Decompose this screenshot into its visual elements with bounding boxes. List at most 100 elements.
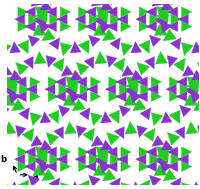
Polygon shape (125, 122, 137, 134)
Polygon shape (181, 183, 193, 189)
Polygon shape (42, 169, 55, 181)
Polygon shape (178, 154, 188, 164)
Polygon shape (126, 77, 140, 88)
Polygon shape (89, 175, 100, 187)
Polygon shape (28, 175, 40, 187)
Polygon shape (136, 14, 146, 24)
Polygon shape (121, 183, 133, 189)
Polygon shape (146, 7, 157, 17)
Polygon shape (131, 70, 143, 80)
Polygon shape (16, 77, 26, 87)
Polygon shape (84, 57, 94, 69)
Polygon shape (95, 157, 107, 168)
Polygon shape (109, 91, 119, 102)
Polygon shape (16, 125, 26, 138)
Polygon shape (72, 99, 85, 111)
Polygon shape (170, 178, 181, 189)
Polygon shape (160, 161, 171, 172)
Polygon shape (18, 180, 29, 189)
Polygon shape (91, 0, 103, 6)
Polygon shape (187, 84, 197, 94)
Polygon shape (63, 95, 77, 106)
Polygon shape (49, 178, 60, 189)
Polygon shape (78, 180, 89, 189)
Polygon shape (152, 136, 164, 146)
Polygon shape (0, 43, 11, 56)
Polygon shape (106, 55, 117, 67)
Polygon shape (139, 21, 149, 32)
Polygon shape (100, 163, 112, 173)
Polygon shape (95, 51, 107, 64)
Polygon shape (65, 81, 78, 93)
Polygon shape (163, 169, 176, 181)
Polygon shape (199, 180, 200, 189)
Polygon shape (107, 21, 117, 32)
Polygon shape (167, 147, 178, 157)
Polygon shape (107, 132, 119, 145)
Polygon shape (0, 84, 8, 94)
Polygon shape (171, 14, 181, 24)
Polygon shape (91, 136, 103, 146)
Polygon shape (91, 91, 101, 102)
Polygon shape (5, 81, 17, 93)
Polygon shape (137, 125, 147, 138)
Polygon shape (57, 14, 67, 24)
Polygon shape (124, 95, 137, 106)
Polygon shape (116, 77, 126, 87)
Polygon shape (14, 154, 25, 164)
Polygon shape (78, 161, 89, 172)
Polygon shape (180, 84, 190, 94)
Polygon shape (197, 125, 200, 138)
Polygon shape (5, 84, 16, 94)
Polygon shape (89, 154, 99, 164)
Polygon shape (66, 77, 79, 88)
Polygon shape (117, 14, 128, 24)
Polygon shape (117, 154, 128, 164)
Polygon shape (9, 91, 19, 102)
Polygon shape (11, 99, 25, 111)
Polygon shape (46, 0, 59, 5)
Polygon shape (14, 14, 25, 24)
Polygon shape (91, 77, 101, 87)
Polygon shape (35, 17, 46, 28)
Polygon shape (0, 91, 5, 102)
Polygon shape (100, 22, 112, 33)
Polygon shape (94, 165, 107, 176)
Polygon shape (110, 178, 120, 189)
Polygon shape (54, 127, 64, 139)
Polygon shape (39, 7, 49, 17)
Polygon shape (9, 77, 19, 87)
Polygon shape (10, 70, 22, 80)
Polygon shape (78, 147, 89, 157)
Polygon shape (78, 40, 89, 53)
Polygon shape (86, 161, 96, 172)
Polygon shape (91, 112, 102, 126)
Polygon shape (3, 95, 16, 106)
Polygon shape (30, 91, 40, 102)
Polygon shape (89, 14, 99, 24)
Polygon shape (167, 55, 178, 67)
Polygon shape (16, 91, 26, 102)
Polygon shape (58, 105, 70, 117)
Polygon shape (110, 38, 120, 50)
Polygon shape (107, 147, 117, 157)
Polygon shape (161, 112, 172, 123)
Polygon shape (139, 161, 149, 172)
Polygon shape (96, 147, 109, 158)
Polygon shape (9, 93, 21, 103)
Polygon shape (60, 43, 72, 56)
Polygon shape (28, 154, 39, 164)
Polygon shape (105, 84, 116, 94)
Polygon shape (121, 43, 133, 56)
Polygon shape (0, 127, 3, 139)
Polygon shape (18, 147, 28, 157)
Polygon shape (27, 84, 37, 94)
Polygon shape (33, 165, 47, 176)
Polygon shape (102, 169, 116, 181)
Polygon shape (46, 147, 57, 157)
Polygon shape (83, 128, 95, 142)
Polygon shape (177, 91, 187, 102)
Polygon shape (18, 161, 28, 172)
Polygon shape (65, 87, 76, 98)
Polygon shape (191, 42, 200, 53)
